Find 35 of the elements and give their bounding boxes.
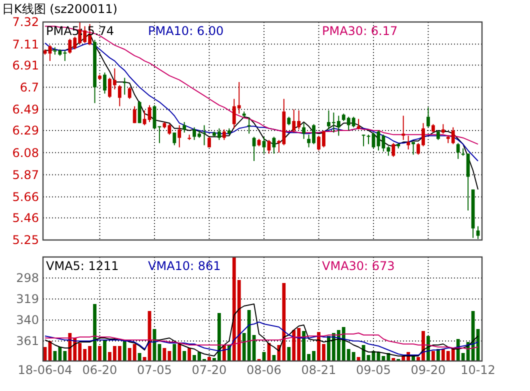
line-series — [44, 322, 478, 356]
y-tick-label: 7.32 — [12, 15, 39, 30]
x-tick-label: 07-05 — [137, 363, 172, 377]
y-tick-label: 5.25 — [12, 233, 39, 248]
x-tick-label: 07-20 — [192, 363, 227, 377]
y-tick-label: 5.66 — [12, 190, 39, 204]
y-tick-label: 6.49 — [12, 102, 39, 117]
y-tick-label: 6.08 — [12, 146, 39, 160]
y-tick-label: 6.7 — [20, 80, 39, 94]
text: VMA10: 861 — [148, 259, 221, 273]
x-tick-label: 10-12 — [460, 363, 496, 377]
text: PMA10: 6.00 — [148, 24, 224, 38]
x-tick-label: 08-21 — [301, 363, 336, 377]
x-tick-label: 09-20 — [410, 363, 446, 377]
y-tick-label: 7.11 — [12, 37, 39, 52]
y-tick-label: 361 — [16, 334, 39, 348]
y-tick-label: 319 — [16, 292, 39, 306]
y-tick-label: 6.29 — [12, 124, 39, 138]
x-tick-label: 08-06 — [246, 363, 282, 377]
x-tick-label: 18-06-04 — [18, 363, 72, 377]
line-series — [44, 304, 478, 356]
line-series — [44, 26, 478, 145]
y-tick-label: 5.87 — [12, 168, 39, 182]
y-tick-label: 298 — [16, 271, 39, 286]
text: VMA5: 1211 — [46, 259, 119, 273]
y-tick-label: 340 — [16, 313, 39, 328]
candlestick — [247, 117, 251, 134]
text: VMA30: 673 — [322, 259, 395, 273]
x-tick-label: 09-05 — [356, 363, 391, 377]
y-tick-label: 5.46 — [12, 211, 39, 226]
y-tick-label: 6.91 — [12, 58, 39, 72]
text: PMA30: 6.17 — [322, 24, 398, 38]
chart-title: 日K线图 (sz200011) — [2, 2, 118, 16]
x-tick-label: 06-20 — [82, 363, 118, 377]
line-series — [44, 332, 478, 350]
